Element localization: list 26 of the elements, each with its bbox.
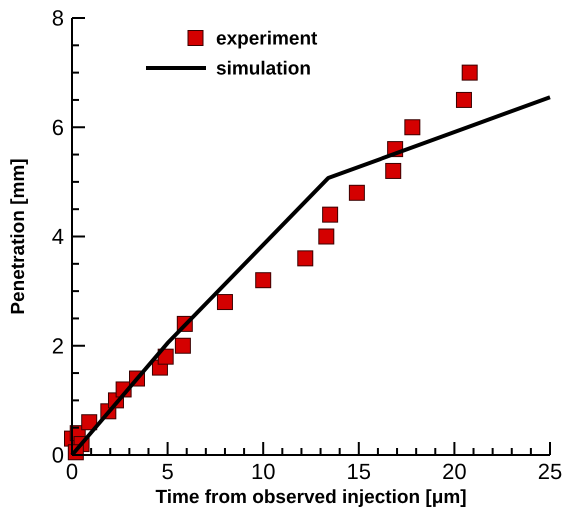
- point: [174, 338, 191, 354]
- x-tick-label: 20: [442, 459, 467, 484]
- x-axis-title: Time from observed injection [μm]: [155, 487, 467, 508]
- point: [404, 119, 420, 136]
- point: [348, 184, 365, 201]
- y-tick-label: 0: [52, 442, 64, 468]
- point: [456, 92, 472, 108]
- y-tick-label: 6: [52, 114, 64, 140]
- point: [318, 228, 334, 244]
- point: [385, 162, 402, 179]
- point: [216, 294, 233, 310]
- point: [462, 64, 478, 81]
- y-tick-label: 4: [52, 224, 64, 250]
- x-tick-label: 25: [538, 459, 562, 484]
- point: [255, 272, 272, 288]
- point: [81, 414, 98, 430]
- x-tick-label: 5: [161, 459, 174, 484]
- y-tick-label: 8: [52, 6, 64, 31]
- x-tick-label: 15: [346, 459, 372, 484]
- point: [297, 250, 314, 266]
- legend-label: simulation: [216, 58, 312, 80]
- point: [322, 206, 338, 223]
- y-axis-title: Penetration [mm]: [8, 158, 29, 315]
- y-tick-label: 2: [52, 333, 64, 358]
- x-tick-label: 10: [250, 459, 276, 484]
- legend-label: experiment: [216, 28, 318, 50]
